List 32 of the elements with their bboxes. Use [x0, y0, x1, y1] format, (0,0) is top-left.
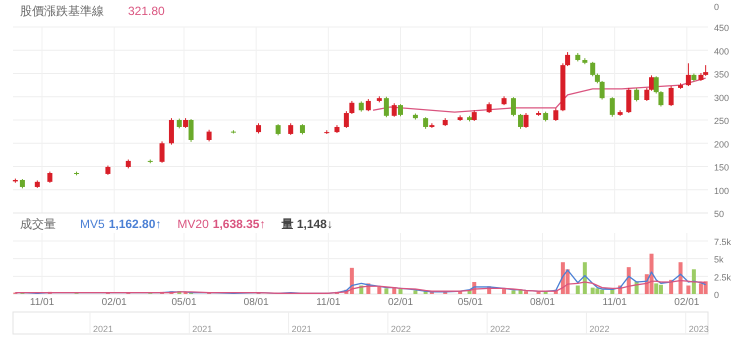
text: MV20	[177, 217, 210, 231]
navigator: 2021 2021 2021 2022 2022 2022 2023	[12, 312, 709, 334]
x-tick-label: 02/01	[674, 297, 700, 308]
x-tick-label: 08/01	[530, 297, 556, 308]
y-tick-label: 450	[714, 23, 730, 33]
text: 1,162.80↑	[108, 217, 162, 231]
x-tick-label: 05/01	[458, 297, 484, 308]
x-tick-label: 11/01	[316, 297, 341, 308]
x-tick-label: 08/01	[244, 297, 270, 308]
x-tick-label: 11/01	[30, 297, 55, 308]
y-tick-label: 250	[714, 116, 730, 126]
y-tick-label: 200	[714, 139, 730, 150]
x-tick-label: 02/01	[102, 297, 128, 308]
y-tick-label: 100	[714, 186, 730, 196]
chart-title: 成交量	[20, 217, 56, 231]
text: 321.80	[128, 4, 166, 18]
text: 量 1,148↓	[280, 217, 333, 231]
y-tick-label: 50	[714, 209, 724, 219]
y-tick-label: 0	[714, 290, 720, 300]
x-tick-label: 11/01	[602, 297, 628, 308]
y-tick-label: 400	[714, 46, 730, 56]
y-tick-label: 2.5k	[714, 272, 732, 282]
y-tick-label: 150	[714, 162, 730, 172]
y-tick-label: 350	[714, 70, 730, 80]
x-tick-label: 05/01	[171, 297, 197, 308]
text: 1,638.35↑	[212, 217, 266, 231]
y-tick-label: 300	[714, 92, 730, 103]
chart-title: 股價漲跌基準線	[20, 4, 104, 18]
x-tick-label: 02/01	[388, 297, 414, 308]
y-tick-label: 5k	[714, 254, 724, 265]
text: MV5	[80, 217, 105, 231]
y-tick-label: 7.5k	[714, 237, 732, 247]
